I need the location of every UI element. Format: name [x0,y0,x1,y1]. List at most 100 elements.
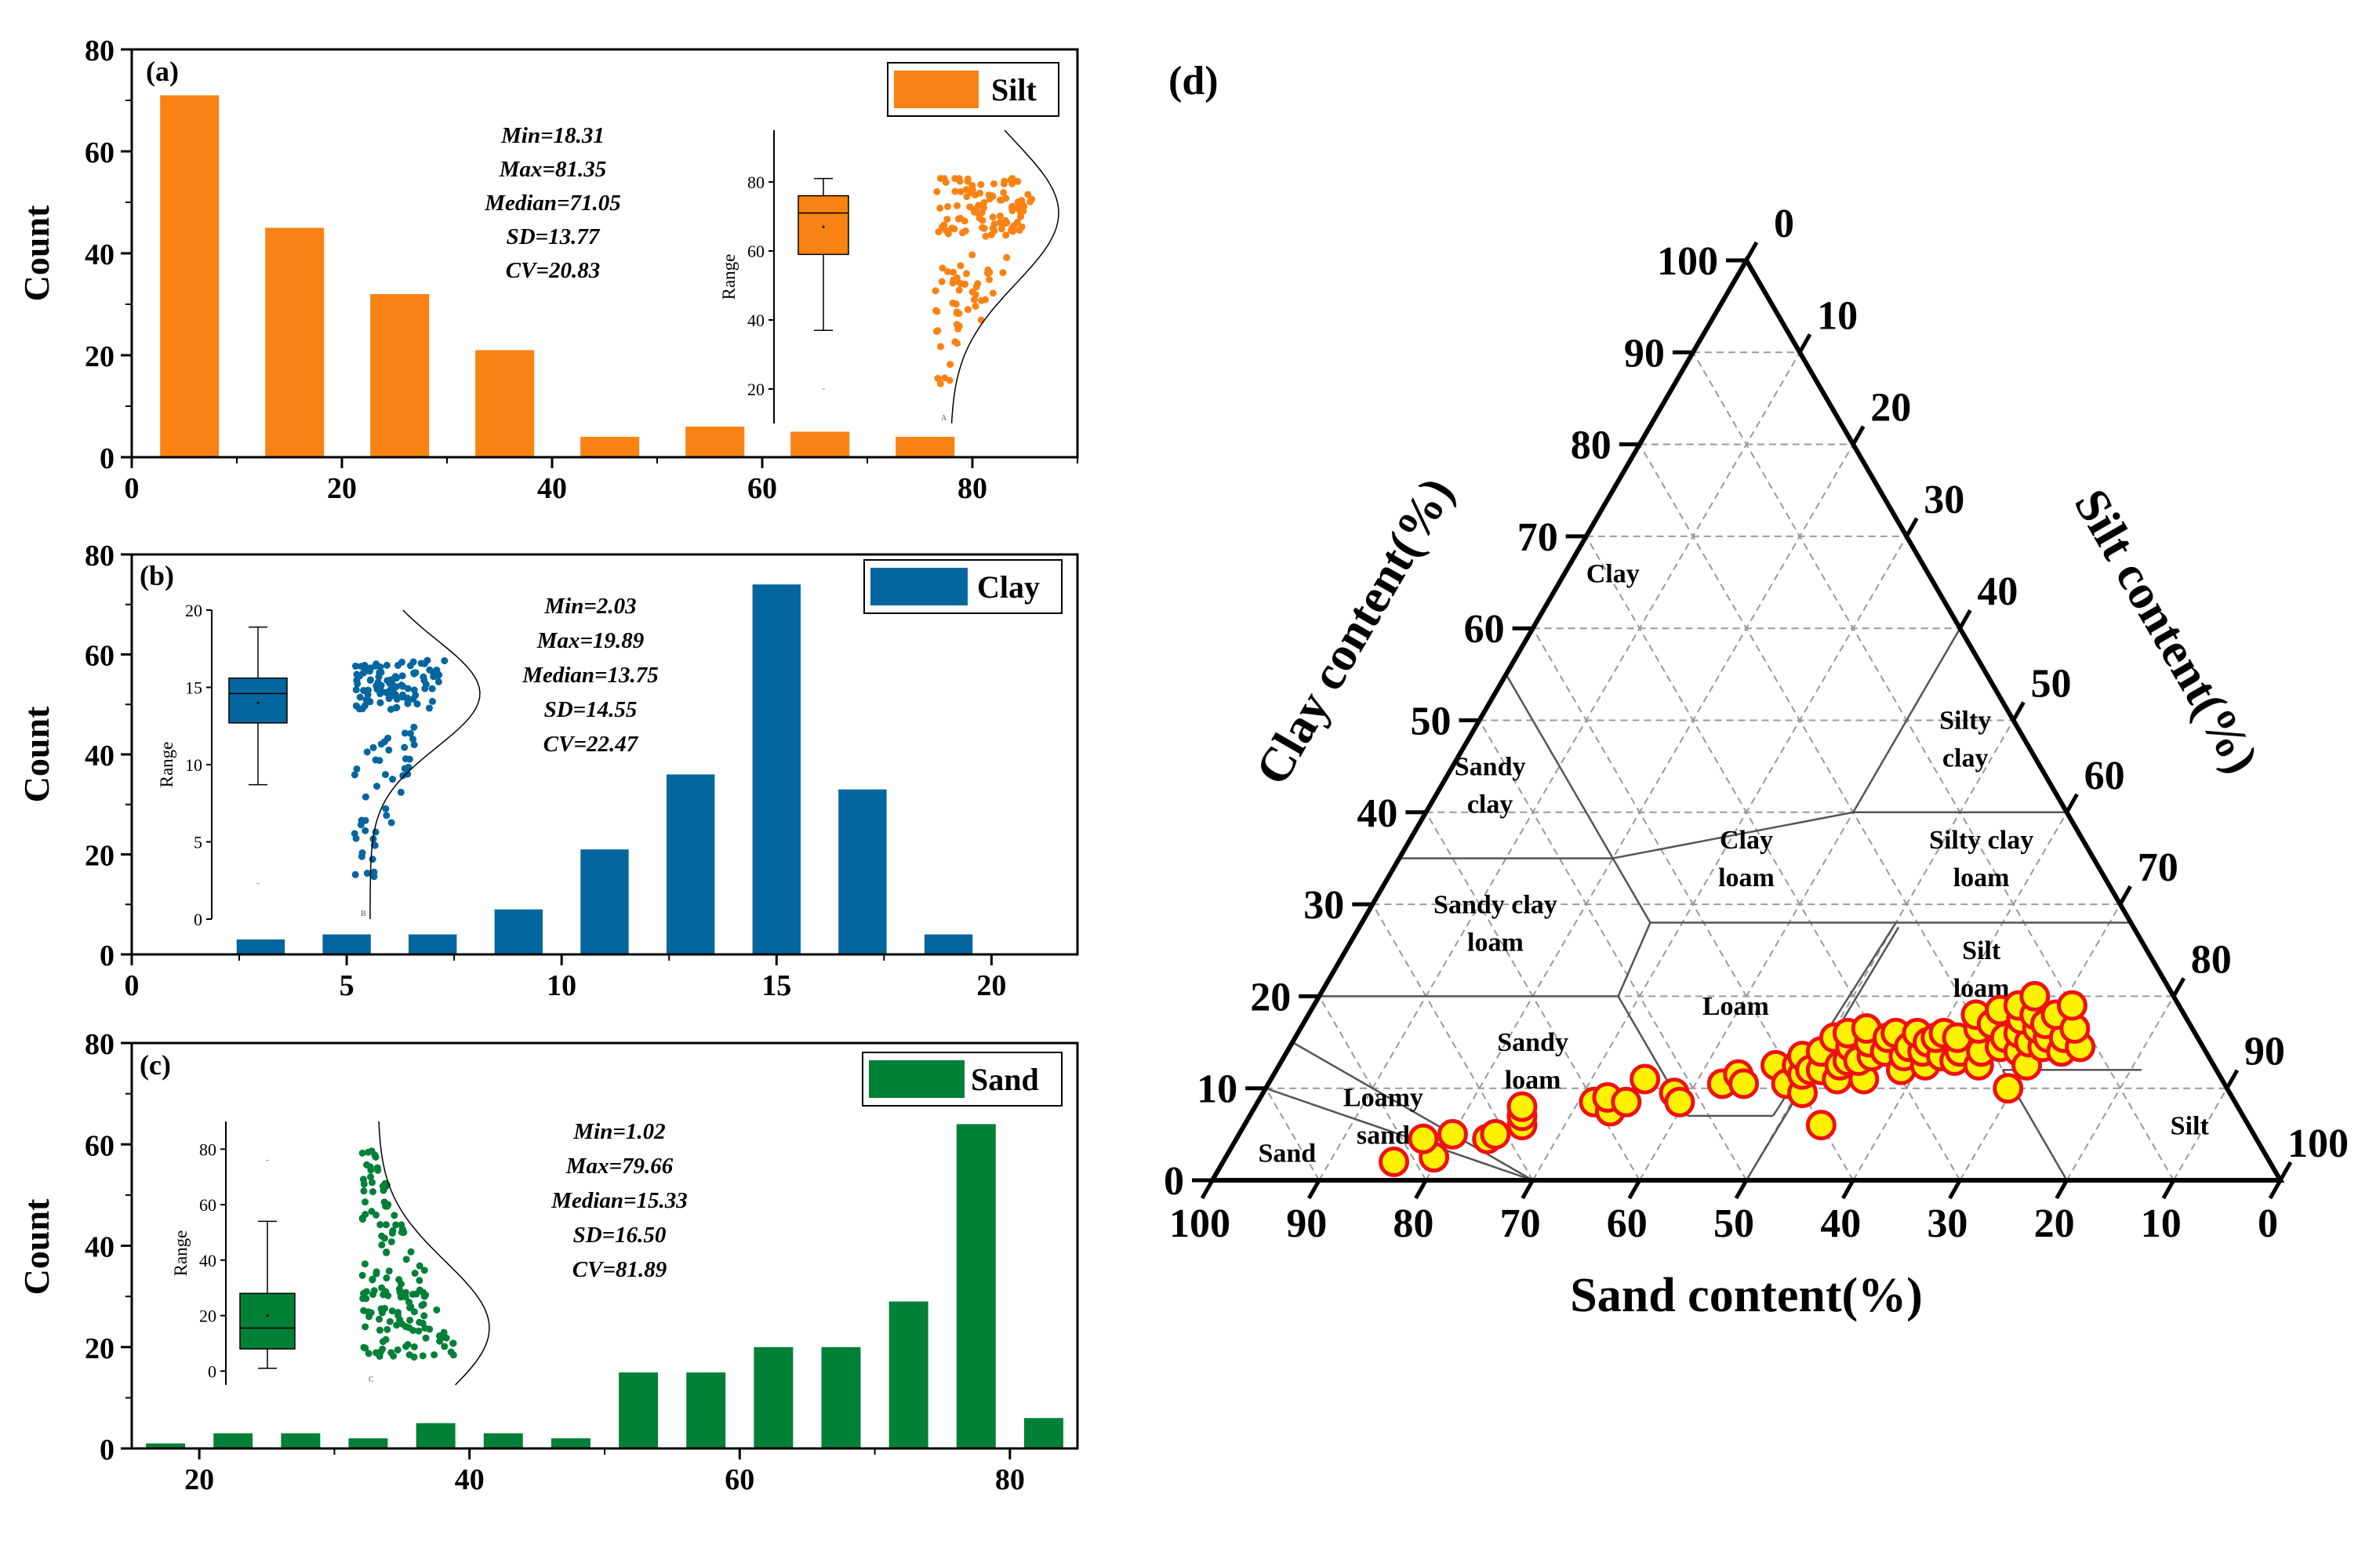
inset-point-c [374,1166,382,1174]
inset-point-c [381,1179,389,1187]
inset-point-c [362,1344,369,1352]
inset-point-b [357,821,365,829]
inset-point-a [979,216,987,224]
inset-boxplot-a: 20 40 60 80 Range A [719,129,1059,424]
clay-tick-label-20: 20 [1250,975,1291,1019]
bar-c-10 [754,1347,794,1448]
inset-point-c [420,1312,428,1320]
inset-point-c [433,1306,441,1314]
inset-point-a [1000,189,1008,197]
inset-point-a [976,189,984,197]
inset-point-a [980,198,988,206]
sand-tick-label-80: 80 [1393,1201,1433,1246]
inset-point-a [938,278,946,285]
inset-point-a [989,213,997,221]
inset-point-a [961,217,968,225]
clay-tick-label-100: 100 [1657,239,1718,284]
inset-point-c [376,1326,383,1334]
inset-point-c [362,1323,369,1331]
sand-tick-label-90: 90 [1286,1201,1327,1246]
inset-point-b [373,783,381,790]
inset-point-c [441,1343,449,1350]
inset-point-c [419,1352,427,1360]
inset-point-c [372,1211,380,1219]
class-label-silty-clay-loam-1: loam [1953,863,2010,892]
sample-point-3 [1437,1118,1468,1150]
inset-normal-curve-b [369,609,481,919]
inset-point-a [962,270,970,278]
inset-ylabel-b: Range [157,742,176,788]
inset-point-b [365,696,372,704]
class-label-sandy-clay-0: Sandy [1455,752,1526,781]
inset-point-a [972,302,979,310]
inset-tick-label-b-15: 15 [185,678,202,698]
inset-point-b [392,704,400,712]
bar-c-4 [348,1438,388,1448]
inset-point-a [934,375,942,383]
inset-tick-label-c-40: 40 [199,1251,216,1270]
silt-tick-0 [1744,241,1759,262]
inset-point-c [392,1221,400,1229]
inset-normal-curve-c [378,1121,490,1386]
x-ticks-a: 0 20 40 60 80 [125,457,1078,505]
silt-tick-label-60: 60 [2084,754,2125,798]
inset-point-b [417,660,425,667]
inset-point-b [385,746,393,754]
inset-tick-label-b-20: 20 [185,601,202,620]
inset-point-b [351,870,359,878]
inset-tick-label-c-60: 60 [199,1195,216,1215]
inset-point-a [954,325,962,333]
inset-tick-label-c-0: 0 [208,1361,216,1381]
bar-b-9 [924,934,973,954]
inset-point-b [428,697,436,705]
clay-tick-label-90: 90 [1624,331,1665,376]
inset-point-c [416,1277,423,1285]
inset-point-a [1008,207,1016,215]
inset-point-a [977,316,985,324]
inset-point-a [957,280,965,288]
inset-boxplot-b: 0 5 10 15 20 Range B [157,601,481,929]
inset-point-b [389,776,397,783]
inset-point-b [383,661,391,669]
inset-point-b [412,669,420,677]
bar-a-4 [475,350,535,457]
inset-boxplot-c: 0 20 40 60 80 Range C [171,1121,490,1386]
bar-b-2 [322,934,371,954]
inset-point-c [449,1339,457,1347]
inset-point-c [376,1221,384,1229]
silt-tick-label-30: 30 [1924,478,1964,522]
stats-a: Min=18.31 Max=81.35 Median=71.05 SD=13.7… [484,123,621,283]
sand-tick-label-30: 30 [1927,1201,1968,1246]
inset-point-a [964,306,972,314]
inset-point-a [933,187,941,195]
inset-point-a [932,287,939,295]
panel-label-c: (c) [140,1049,171,1081]
inset-point-b [409,658,417,666]
silt-tick-20 [1851,425,1866,445]
inset-point-c [377,1348,385,1356]
bar-a-6 [685,427,745,457]
box-mean-a [822,225,825,228]
sand-tick-0 [2268,1179,2283,1200]
inset-point-b [387,819,395,827]
inset-point-a [951,187,959,195]
class-label-sandy-clay-loam-0: Sandy clay [1433,890,1557,919]
inset-point-a [1024,191,1032,198]
legend-swatch-c [869,1060,965,1098]
inset-point-c [385,1267,393,1275]
inset-point-c [358,1149,366,1157]
sample-point-12 [1611,1086,1642,1118]
inset-point-a [1002,231,1010,239]
class-label-sandy-loam-1: loam [1505,1066,1561,1095]
boundary-3 [1612,811,1854,860]
inset-point-c [383,1202,391,1210]
inset-point-b [352,702,360,710]
inset-point-b [397,788,405,796]
sample-points [1379,980,2096,1178]
inset-point-b [412,691,420,699]
sand-tick-label-100: 100 [1169,1201,1230,1246]
silt-tick-label-20: 20 [1870,386,1911,431]
inset-point-c [395,1276,403,1284]
bar-a-5 [580,437,640,457]
class-label-sandy-clay-loam-1: loam [1467,928,1524,957]
